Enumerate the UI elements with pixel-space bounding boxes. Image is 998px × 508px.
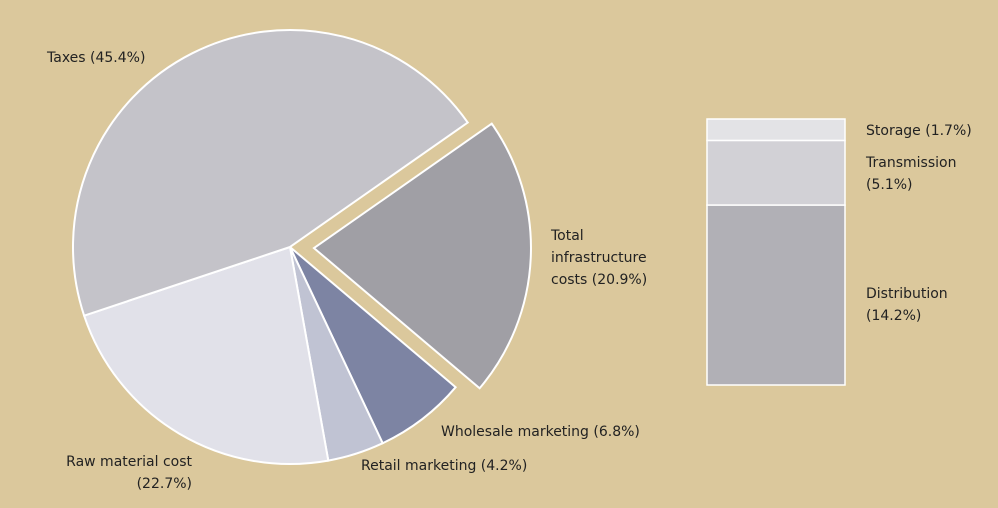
label-value: (5.1%) — [866, 177, 913, 193]
bar-segment — [706, 139, 846, 206]
slice-label: Taxes (45.4%) — [47, 47, 145, 69]
pie-slice — [312, 122, 532, 390]
slice-label: Transmission (5.1%) — [866, 152, 976, 196]
label-value: (45.4%) — [90, 50, 146, 66]
label-name: Distribution — [866, 286, 948, 302]
slice-label: Retail marketing (4.2%) — [361, 455, 527, 477]
bar-segment — [706, 118, 846, 142]
slice-label: Raw material cost (22.7%) — [42, 451, 192, 495]
label-value: (22.7%) — [136, 476, 192, 492]
label-name: Taxes — [47, 50, 86, 66]
label-value: (20.9%) — [591, 272, 648, 288]
label-name: Storage — [866, 123, 921, 139]
label-name: Retail marketing — [361, 458, 477, 474]
label-name: Total infrastructure costs — [551, 228, 647, 288]
bar-segment — [706, 204, 846, 386]
label-name: Transmission — [866, 155, 957, 171]
slice-label: Total infrastructure costs (20.9%) — [551, 225, 671, 291]
pie-slice — [82, 245, 330, 465]
slice-label: Wholesale marketing (6.8%) — [441, 421, 640, 443]
label-value: (14.2%) — [866, 308, 922, 324]
slice-label: Storage (1.7%) — [866, 120, 972, 142]
label-value: (1.7%) — [925, 123, 972, 139]
slice-label: Distribution (14.2%) — [866, 283, 976, 327]
label-value: (6.8%) — [593, 424, 640, 440]
label-name: Wholesale marketing — [441, 424, 589, 440]
label-value: (4.2%) — [480, 458, 528, 474]
pie-slice — [72, 29, 470, 317]
label-name: Raw material cost — [66, 454, 192, 470]
